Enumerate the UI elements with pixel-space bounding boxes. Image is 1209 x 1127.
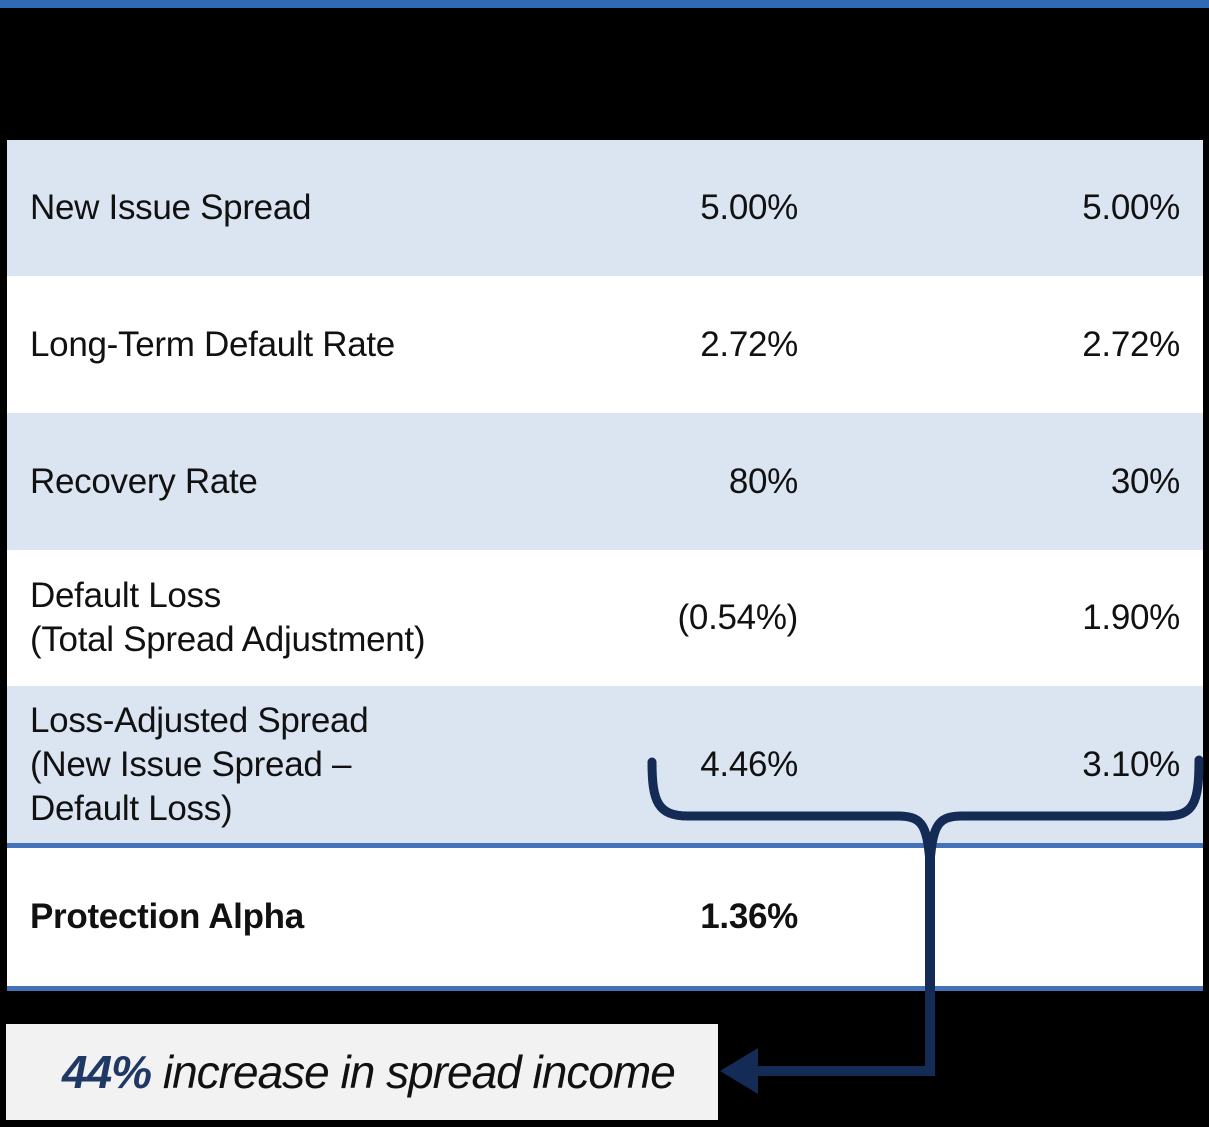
callout-highlight: 44% (62, 1046, 152, 1098)
row-label: Default Loss (Total Spread Adjustment) (30, 576, 426, 659)
row-value-col1: 4.46% (700, 744, 798, 784)
table-row-new-issue-spread: New Issue Spread 5.00% 5.00% (7, 140, 1203, 276)
row-value-col1: 80% (728, 461, 798, 501)
row-value-col1: 5.00% (700, 188, 798, 227)
row-label: Loss-Adjusted Spread (New Issue Spread –… (30, 700, 369, 828)
table-row-protection-alpha: Protection Alpha 1.36% (7, 848, 1203, 986)
row-value-col1: (0.54%) (677, 598, 799, 637)
row-value-col1: 2.72% (700, 324, 798, 364)
row-label: Protection Alpha (30, 897, 304, 936)
comparison-table: New Issue Spread 5.00% 5.00% Long-Term D… (7, 140, 1203, 991)
row-value-col2: 5.00% (1082, 188, 1180, 227)
table-row-long-term-default-rate: Long-Term Default Rate 2.72% 2.72% (7, 276, 1203, 413)
row-label: Long-Term Default Rate (30, 324, 395, 364)
table-row-loss-adjusted-spread: Loss-Adjusted Spread (New Issue Spread –… (7, 686, 1203, 843)
divider-line (7, 843, 1203, 848)
callout-text: increase in spread income (151, 1046, 676, 1098)
row-label: Recovery Rate (30, 461, 258, 501)
row-value-col2: 30% (1110, 461, 1180, 501)
divider-line (7, 986, 1203, 991)
redacted-header-band (0, 8, 1209, 140)
row-label: New Issue Spread (30, 188, 312, 227)
arrowhead-left-icon (720, 1048, 758, 1094)
row-value-col2: 1.90% (1082, 598, 1180, 637)
row-value-col2: 2.72% (1082, 324, 1180, 364)
row-value-col1: 1.36% (700, 897, 798, 936)
row-value-col2: 3.10% (1082, 744, 1180, 784)
callout-box: 44% increase in spread income (6, 1024, 718, 1120)
top-accent-bar (0, 0, 1209, 8)
table-row-default-loss: Default Loss (Total Spread Adjustment) (… (7, 550, 1203, 686)
table-row-recovery-rate: Recovery Rate 80% 30% (7, 413, 1203, 550)
